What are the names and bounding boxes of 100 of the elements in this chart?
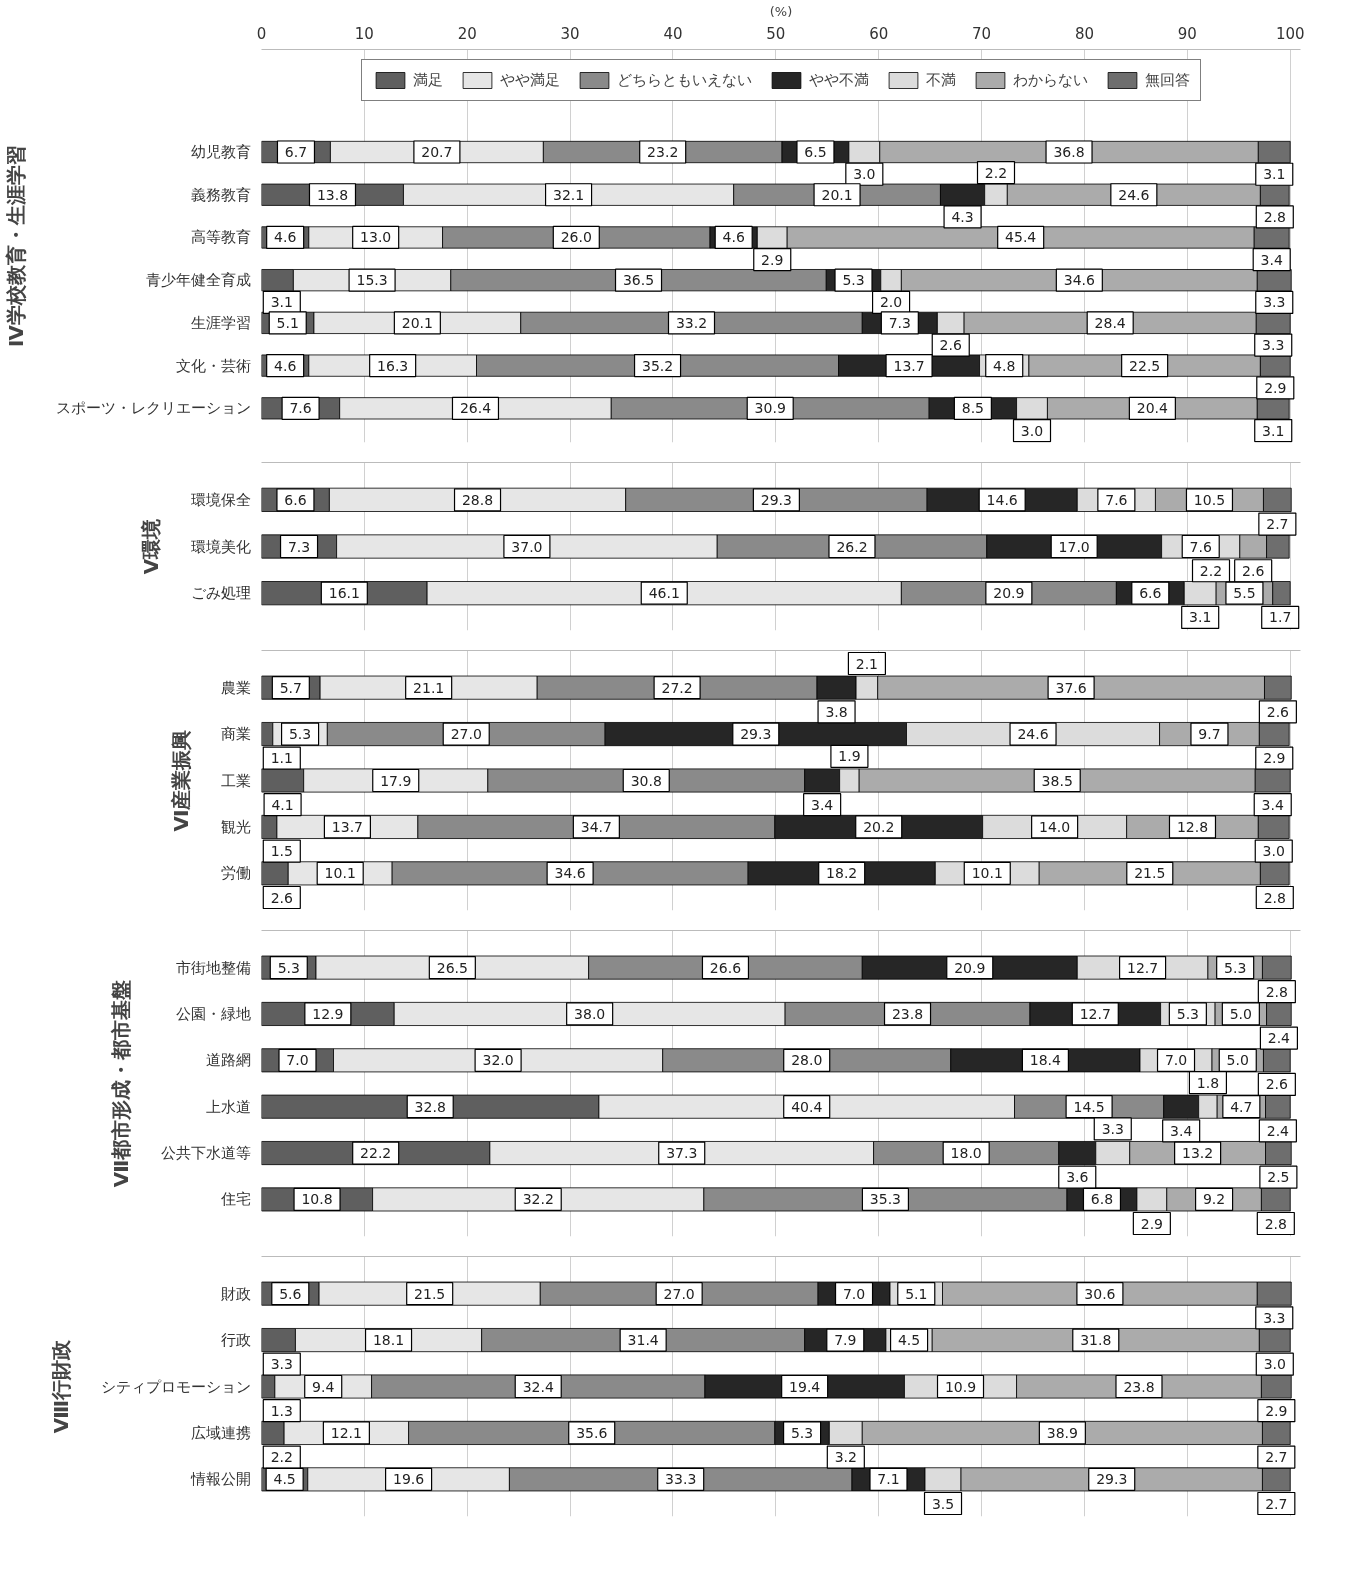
data-label: 28.8 bbox=[461, 491, 494, 508]
data-label: 21.5 bbox=[1134, 865, 1166, 882]
data-label: 3.1 bbox=[270, 294, 293, 311]
data-label: 20.9 bbox=[993, 585, 1025, 602]
data-label: 46.1 bbox=[648, 585, 680, 602]
x-tick-label: 80 bbox=[1074, 24, 1095, 43]
data-label: 5.3 bbox=[288, 726, 312, 743]
x-tick-label: 0 bbox=[256, 24, 267, 43]
y-tick-label: ごみ処理 bbox=[190, 584, 251, 603]
data-label: 3.4 bbox=[811, 796, 834, 813]
legend-label: 不満 bbox=[925, 70, 956, 90]
data-label: 1.8 bbox=[1196, 1074, 1220, 1091]
data-label: 27.2 bbox=[661, 679, 693, 696]
data-label: 3.5 bbox=[931, 1495, 955, 1512]
data-label: 24.6 bbox=[1017, 726, 1049, 743]
legend-label: 満足 bbox=[412, 70, 443, 90]
data-label: 15.3 bbox=[356, 272, 388, 289]
x-tick-label: 30 bbox=[560, 24, 580, 43]
data-label: 2.7 bbox=[1265, 1449, 1288, 1466]
data-label: 7.0 bbox=[1164, 1052, 1188, 1069]
data-label: 2.9 bbox=[1140, 1215, 1163, 1232]
data-label: 3.6 bbox=[1066, 1169, 1089, 1186]
data-label: 33.2 bbox=[675, 314, 708, 331]
data-label: 36.5 bbox=[622, 272, 655, 289]
data-label: 37.0 bbox=[511, 538, 543, 555]
data-label: 2.6 bbox=[1266, 703, 1290, 720]
data-label: 5.3 bbox=[1224, 959, 1247, 976]
data-label: 3.3 bbox=[1101, 1120, 1124, 1137]
data-label: 26.5 bbox=[436, 959, 468, 976]
y-tick-label: 農業 bbox=[220, 678, 251, 697]
data-label: 17.0 bbox=[1058, 538, 1090, 555]
data-label: 5.5 bbox=[1233, 585, 1256, 602]
data-label: 4.6 bbox=[722, 229, 745, 246]
data-label: 37.6 bbox=[1055, 679, 1087, 696]
data-label: 9.7 bbox=[1198, 726, 1221, 743]
data-label: 18.0 bbox=[950, 1145, 982, 1162]
data-label: 4.7 bbox=[1230, 1098, 1253, 1115]
data-label: 10.8 bbox=[301, 1191, 333, 1208]
data-label: 3.0 bbox=[1262, 843, 1285, 860]
data-label: 7.0 bbox=[842, 1285, 866, 1302]
data-label: 5.0 bbox=[1226, 1052, 1249, 1069]
data-label: 34.6 bbox=[1063, 272, 1096, 289]
data-label: 10.9 bbox=[944, 1378, 977, 1395]
y-tick-label: 環境美化 bbox=[190, 537, 251, 556]
data-label: 2.5 bbox=[1267, 1169, 1290, 1186]
data-label: 14.6 bbox=[986, 491, 1018, 508]
data-label: 19.6 bbox=[393, 1471, 425, 1488]
data-label: 6.7 bbox=[284, 144, 308, 161]
data-label: 2.9 bbox=[761, 251, 784, 268]
x-tick-label: 50 bbox=[766, 24, 786, 43]
data-label: 2.8 bbox=[1263, 889, 1286, 906]
x-axis-title: (%) bbox=[769, 3, 793, 19]
data-label: 7.3 bbox=[287, 538, 311, 555]
data-label: 12.7 bbox=[1079, 1005, 1111, 1022]
data-label: 2.8 bbox=[1265, 983, 1288, 1000]
data-label: 22.5 bbox=[1129, 357, 1161, 374]
data-label: 35.3 bbox=[869, 1191, 901, 1208]
data-label: 2.2 bbox=[1199, 562, 1223, 579]
data-label: 17.9 bbox=[380, 772, 412, 789]
data-label: 12.7 bbox=[1127, 959, 1159, 976]
data-label: 3.1 bbox=[1189, 609, 1212, 626]
data-label: 23.8 bbox=[891, 1005, 924, 1022]
data-label: 18.1 bbox=[372, 1332, 405, 1349]
y-tick-label: 情報公開 bbox=[189, 1470, 251, 1489]
data-label: 2.2 bbox=[984, 164, 1008, 181]
y-axis-title: Ⅳ学校教育・生涯学習 bbox=[3, 145, 28, 347]
data-label: 20.7 bbox=[421, 144, 453, 161]
data-label: 2.9 bbox=[1264, 379, 1287, 396]
data-label: 18.4 bbox=[1029, 1052, 1062, 1069]
data-label: 13.0 bbox=[360, 229, 392, 246]
y-tick-label: 市街地整備 bbox=[175, 958, 251, 977]
data-label: 7.9 bbox=[834, 1332, 857, 1349]
data-label: 31.4 bbox=[627, 1332, 659, 1349]
data-label: 38.0 bbox=[574, 1005, 606, 1022]
legend-label: やや不満 bbox=[808, 70, 869, 90]
data-label: 45.4 bbox=[1005, 229, 1037, 246]
data-label: 5.1 bbox=[276, 314, 299, 331]
data-label: 28.4 bbox=[1094, 314, 1126, 331]
y-tick-label: 文化・芸術 bbox=[175, 356, 251, 375]
data-label: 3.2 bbox=[834, 1449, 857, 1466]
data-label: 9.2 bbox=[1202, 1191, 1226, 1208]
data-label: 18.2 bbox=[826, 865, 858, 882]
y-tick-label: 住宅 bbox=[219, 1190, 251, 1209]
data-label: 31.8 bbox=[1080, 1332, 1112, 1349]
data-label: 6.5 bbox=[804, 144, 827, 161]
data-label: 3.0 bbox=[853, 166, 876, 183]
data-label: 3.3 bbox=[1263, 294, 1286, 311]
y-axis-title: Ⅵ産業振興 bbox=[168, 729, 193, 832]
data-label: 30.8 bbox=[630, 772, 662, 789]
data-label: 4.8 bbox=[993, 357, 1016, 374]
data-label: 5.3 bbox=[277, 959, 300, 976]
data-label: 3.4 bbox=[1261, 796, 1284, 813]
data-label: 3.1 bbox=[1263, 166, 1286, 183]
y-axis-title: Ⅷ行財政 bbox=[48, 1338, 73, 1434]
y-tick-label: 公共下水道等 bbox=[160, 1144, 251, 1163]
data-label: 21.5 bbox=[414, 1285, 446, 1302]
legend-label: 無回答 bbox=[1144, 70, 1190, 90]
data-label: 8.5 bbox=[961, 400, 984, 417]
data-label: 30.6 bbox=[1084, 1285, 1116, 1302]
data-label: 22.2 bbox=[360, 1145, 392, 1162]
